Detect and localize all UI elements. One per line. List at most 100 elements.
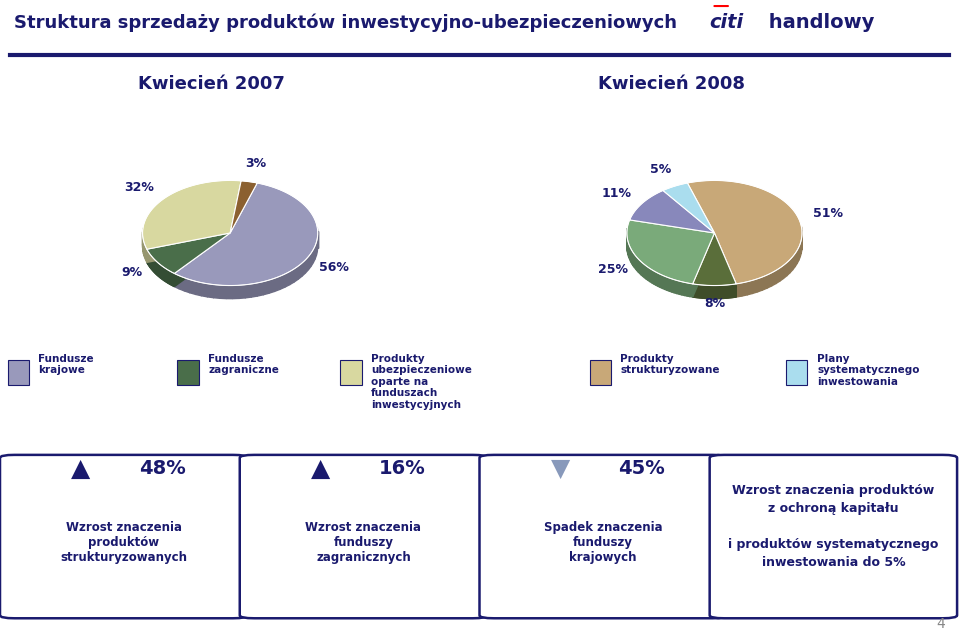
Polygon shape [663, 275, 665, 290]
Polygon shape [179, 276, 184, 291]
Polygon shape [654, 271, 656, 285]
Polygon shape [274, 276, 280, 291]
Polygon shape [692, 233, 714, 297]
Text: Wzrost znaczenia
funduszy
zagranicznych: Wzrost znaczenia funduszy zagranicznych [306, 521, 421, 564]
Text: Spadek znaczenia
funduszy
krajowych: Spadek znaczenia funduszy krajowych [544, 521, 663, 564]
Polygon shape [688, 180, 802, 284]
Polygon shape [648, 267, 650, 282]
Polygon shape [315, 243, 316, 259]
Text: Plany
systematycznego
inwestowania: Plany systematycznego inwestowania [817, 354, 920, 387]
Polygon shape [737, 283, 741, 297]
FancyBboxPatch shape [786, 360, 807, 385]
Polygon shape [190, 279, 196, 295]
Polygon shape [790, 257, 792, 273]
Text: Kwiecień 2008: Kwiecień 2008 [597, 75, 745, 93]
Polygon shape [669, 278, 672, 292]
Text: Produkty
strukturyzowane: Produkty strukturyzowane [620, 354, 720, 375]
Polygon shape [682, 282, 685, 295]
Polygon shape [747, 281, 753, 295]
Text: ▲: ▲ [311, 457, 330, 481]
Polygon shape [634, 253, 635, 267]
Polygon shape [688, 283, 690, 297]
Polygon shape [636, 256, 637, 271]
FancyBboxPatch shape [0, 455, 247, 618]
Polygon shape [644, 265, 646, 279]
Polygon shape [280, 274, 285, 290]
Polygon shape [630, 190, 714, 233]
Polygon shape [642, 262, 643, 276]
Polygon shape [175, 233, 230, 286]
Polygon shape [147, 233, 230, 262]
Polygon shape [667, 277, 669, 291]
Polygon shape [290, 269, 294, 284]
Text: 11%: 11% [601, 187, 632, 199]
Text: Wzrost znaczenia produktów
z ochroną kapitału

i produktów systematycznego
inwes: Wzrost znaczenia produktów z ochroną kap… [728, 485, 939, 569]
Text: Fundusze
zagraniczne: Fundusze zagraniczne [208, 354, 279, 375]
Polygon shape [147, 233, 230, 262]
Polygon shape [637, 258, 639, 272]
Text: 3%: 3% [246, 157, 267, 170]
Polygon shape [314, 246, 315, 263]
Polygon shape [795, 250, 797, 267]
Text: Kwiecień 2007: Kwiecień 2007 [137, 75, 285, 93]
Polygon shape [196, 281, 201, 296]
Text: Fundusze
krajowe: Fundusze krajowe [38, 354, 94, 375]
Text: 8%: 8% [704, 297, 725, 311]
Polygon shape [679, 281, 682, 295]
Polygon shape [646, 266, 648, 281]
Polygon shape [305, 257, 309, 273]
Polygon shape [302, 260, 305, 276]
Polygon shape [175, 274, 179, 289]
Text: Struktura sprzedaży produktów inwestycyjno-ubezpieczeniowych: Struktura sprzedaży produktów inwestycyj… [14, 14, 677, 32]
Polygon shape [672, 279, 674, 293]
Polygon shape [663, 183, 714, 233]
Polygon shape [226, 286, 232, 298]
Polygon shape [714, 233, 737, 297]
Polygon shape [685, 283, 688, 296]
Text: 51%: 51% [813, 206, 843, 220]
Polygon shape [741, 282, 747, 296]
Text: 56%: 56% [318, 260, 349, 274]
Text: Wzrost znaczenia
produktów
strukturyzowanych: Wzrost znaczenia produktów strukturyzowa… [60, 521, 187, 564]
Polygon shape [143, 180, 241, 249]
Text: 16%: 16% [379, 459, 425, 478]
Text: 45%: 45% [619, 459, 665, 478]
Polygon shape [665, 276, 667, 290]
FancyBboxPatch shape [8, 360, 29, 385]
Polygon shape [175, 183, 317, 286]
Polygon shape [632, 251, 634, 266]
Polygon shape [175, 233, 230, 286]
Polygon shape [799, 244, 800, 260]
Polygon shape [201, 283, 207, 297]
Polygon shape [643, 264, 644, 277]
Polygon shape [251, 283, 257, 297]
Polygon shape [184, 278, 190, 293]
Polygon shape [263, 280, 269, 295]
FancyBboxPatch shape [240, 455, 487, 618]
Text: ▼: ▼ [550, 457, 570, 481]
Polygon shape [294, 266, 298, 282]
Polygon shape [146, 247, 147, 262]
Polygon shape [692, 233, 737, 286]
Polygon shape [246, 284, 251, 298]
Polygon shape [800, 241, 801, 257]
FancyBboxPatch shape [480, 455, 727, 618]
Polygon shape [660, 274, 663, 288]
Polygon shape [767, 273, 771, 288]
FancyBboxPatch shape [340, 360, 362, 385]
Polygon shape [639, 259, 640, 274]
Polygon shape [780, 265, 784, 281]
Polygon shape [650, 269, 652, 283]
Polygon shape [257, 282, 263, 296]
Text: 25%: 25% [597, 263, 628, 276]
Polygon shape [298, 263, 302, 279]
FancyBboxPatch shape [590, 360, 611, 385]
Polygon shape [239, 284, 246, 298]
Text: 32%: 32% [124, 181, 154, 194]
Polygon shape [232, 285, 239, 298]
Polygon shape [147, 233, 230, 274]
Polygon shape [627, 220, 714, 284]
FancyBboxPatch shape [710, 455, 957, 618]
Text: 9%: 9% [122, 266, 143, 279]
Polygon shape [635, 255, 636, 269]
